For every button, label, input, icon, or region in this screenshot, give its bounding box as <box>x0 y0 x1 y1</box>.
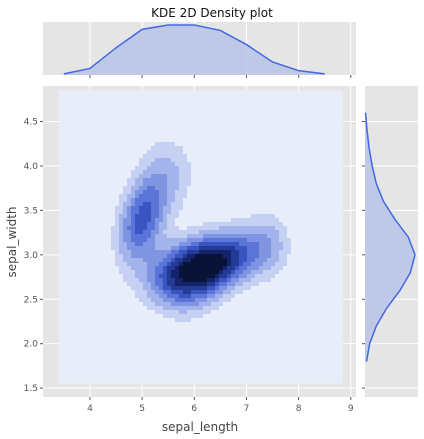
x-axis-ticks: 4 5 6 7 8 9 <box>87 75 354 414</box>
density-level-8 <box>179 254 227 282</box>
x-tick-label: 9 <box>348 404 354 414</box>
y-axis-label: sepal_width <box>5 206 19 277</box>
y-tick-label: 1.5 <box>24 384 38 394</box>
x-tick-label: 4 <box>87 404 93 414</box>
x-axis-label: sepal_length <box>162 420 238 434</box>
x-tick-label: 6 <box>191 404 197 414</box>
x-tick-label: 8 <box>296 404 302 414</box>
x-tick-label: 5 <box>139 404 145 414</box>
top-marginal-density-line <box>63 24 325 75</box>
x-tick-label: 7 <box>244 404 250 414</box>
y-tick-label: 4.5 <box>24 118 38 128</box>
top-marginal-density-fill <box>63 25 325 75</box>
y-tick-label: 2.0 <box>24 340 39 350</box>
y-tick-label: 3.0 <box>24 251 39 261</box>
y-tick-label: 4.0 <box>24 162 39 172</box>
y-axis-ticks: 1.5 2.0 2.5 3.0 3.5 4.0 4.5 <box>24 118 365 394</box>
density-contours <box>111 142 291 322</box>
right-marginal-density-line <box>364 112 416 362</box>
chart-title: KDE 2D Density plot <box>151 6 273 20</box>
y-tick-label: 2.5 <box>24 295 38 305</box>
right-marginal-density-fill <box>365 112 415 362</box>
y-tick-label: 3.5 <box>24 206 38 216</box>
